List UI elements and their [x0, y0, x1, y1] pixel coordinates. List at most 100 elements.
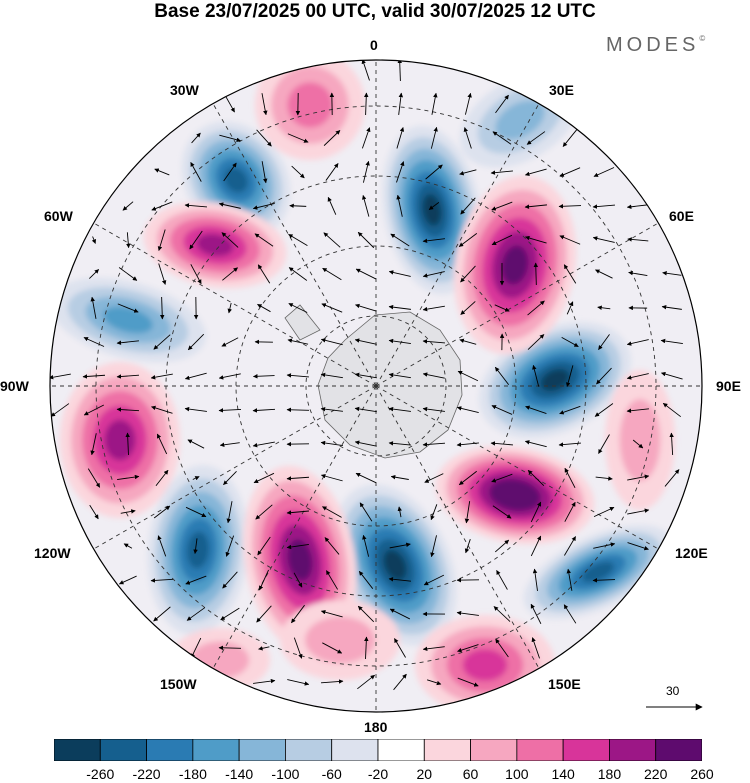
wind-vector-arrow [126, 232, 131, 249]
brand-text: MODES [606, 34, 700, 56]
wind-vector-arrow [592, 204, 615, 209]
wind-vector-arrow [354, 372, 377, 379]
wind-vector-arrow [116, 340, 139, 345]
wind-vector-arrow [325, 570, 339, 590]
wind-vector-arrow [320, 372, 343, 379]
wind-vector-arrow [184, 203, 207, 208]
wind-vector-arrow [118, 267, 138, 281]
wind-vector-arrow [362, 194, 370, 217]
wind-vector-arrow [566, 301, 574, 315]
wind-vector-arrow [186, 607, 206, 621]
wind-vector-arrow [150, 373, 173, 380]
wind-vector-arrow [597, 305, 611, 310]
meridian-line [89, 220, 377, 387]
wind-vector-arrow [359, 502, 373, 522]
colorbar-tick-label: -180 [178, 766, 207, 782]
lon-label-150e: 150E [548, 676, 581, 692]
colorbar-swatch [99, 739, 147, 761]
wind-vector-arrow [83, 404, 105, 416]
wind-vector-arrow [396, 127, 405, 149]
positive-anomaly-contour [104, 419, 136, 461]
colorbar-tick-label: 100 [505, 766, 529, 782]
wind-vector-arrow [287, 133, 309, 143]
meridian-line [375, 99, 542, 387]
wind-vector-arrow [184, 406, 207, 412]
wind-vector-arrow [225, 535, 235, 557]
wind-vector-arrow [388, 304, 411, 310]
wind-vector-arrow [364, 636, 369, 660]
wind-vector-arrow [221, 337, 239, 347]
wind-vector-arrow [662, 402, 682, 418]
wind-vector-arrow [222, 267, 238, 281]
wind-vector-arrow [50, 403, 70, 417]
wind-vector-arrow [388, 270, 411, 277]
wind-vector-arrow [430, 504, 438, 521]
wind-vector-arrow [50, 373, 71, 380]
wind-vector-arrow [185, 575, 207, 585]
wind-vector-arrow [496, 570, 508, 590]
wind-vector-arrow [358, 570, 374, 589]
wind-vector-arrow [491, 405, 513, 415]
wind-vector-arrow [223, 162, 237, 182]
wind-vector-arrow [320, 610, 343, 618]
negative-anomaly-contour [422, 194, 442, 226]
anomaly-field [50, 60, 675, 712]
wind-vector-arrow [494, 539, 510, 553]
colorbar-tick-label: -60 [321, 766, 342, 782]
wind-vector-arrow [530, 535, 542, 557]
wind-vector-arrow [397, 60, 402, 82]
colorbar-tick-label: -260 [86, 766, 115, 782]
wind-vector-arrow [494, 366, 510, 385]
wind-vector-arrow [524, 204, 547, 209]
lon-label-0: 0 [370, 37, 378, 53]
wind-vector-arrow [457, 677, 479, 687]
wind-vector-arrow [561, 336, 579, 348]
grid-lines [50, 60, 702, 712]
wind-vector-arrow [287, 338, 309, 345]
wind-vector-arrow [187, 439, 205, 449]
wind-vector-arrow [592, 578, 616, 583]
wind-vector-arrow [320, 679, 344, 684]
wind-vector-arrow [321, 303, 343, 313]
wind-vector-arrow [193, 538, 198, 554]
wind-vector-arrow [322, 506, 342, 518]
positive-anomaly-contour [501, 245, 529, 285]
wind-vector-arrow [118, 575, 137, 585]
negative-anomaly-contour [540, 369, 570, 391]
wind-vector-arrow [286, 510, 309, 515]
wind-vector-arrow [191, 132, 201, 144]
wind-vector-arrow [288, 303, 308, 313]
wind-vector-arrow [661, 304, 682, 310]
wind-vector-arrow [322, 267, 342, 281]
wind-vector-arrow [286, 373, 309, 378]
lon-label-120e: 120E [675, 545, 708, 561]
wind-vector-arrow [394, 638, 406, 658]
wind-vector-arrow [431, 92, 438, 115]
wind-vector-arrow [563, 604, 577, 624]
wind-vector-arrow [457, 370, 479, 382]
wind-vector-arrow [293, 637, 303, 659]
wind-vector-arrow [491, 234, 513, 246]
colorbar-swatch [331, 739, 379, 761]
wind-vector-arrow [185, 506, 207, 518]
negative-anomaly-contour [186, 531, 210, 569]
wind-vector-arrow [354, 338, 377, 345]
wind-vector-arrow [219, 134, 242, 142]
wind-vector-arrow [322, 642, 343, 654]
wind-vector-arrow [226, 501, 233, 524]
wind-vector-arrow [596, 367, 612, 385]
negative-anomaly-contour [383, 549, 407, 581]
wind-vector-arrow [150, 578, 174, 583]
wind-vector-arrow [355, 268, 377, 280]
wind-vector-arrow [422, 238, 445, 244]
colorbar-tick-label: -220 [132, 766, 161, 782]
modes-logo: MODES© [606, 34, 705, 57]
wind-vector-arrow [390, 474, 409, 480]
wind-vector-arrow [323, 130, 341, 146]
wind-vector-arrow [256, 605, 272, 623]
wind-vector-arrow [456, 610, 479, 616]
colorbar-swatch [192, 739, 240, 761]
wind-vector-arrow [291, 165, 305, 179]
colorbar-swatch [516, 739, 564, 761]
wind-vector-arrow [490, 441, 514, 446]
